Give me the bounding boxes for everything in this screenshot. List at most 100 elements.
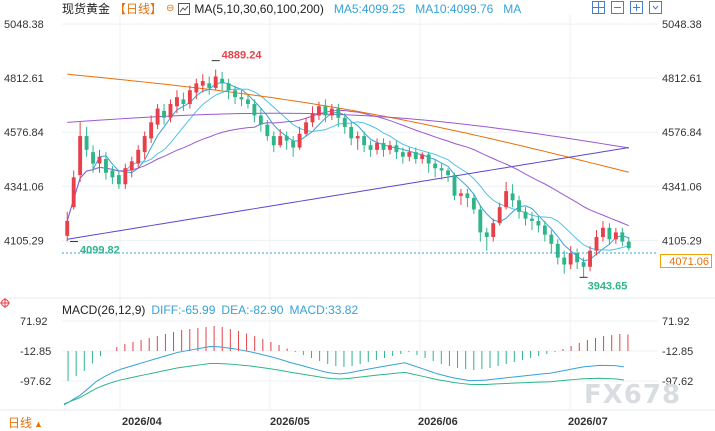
candle-body	[110, 170, 115, 178]
candle-body	[116, 175, 121, 185]
candle-body	[407, 152, 412, 157]
date-axis: 2026/04 2026/05 2026/06 2026/07	[122, 416, 608, 428]
candle-body	[568, 253, 573, 265]
candle-body	[207, 83, 212, 88]
candle-body	[375, 142, 379, 150]
bottom-period-selector[interactable]: 日线 ▲	[8, 414, 43, 431]
candle-body	[362, 136, 367, 146]
candle-body	[510, 193, 515, 201]
candle-body	[394, 145, 399, 153]
collapse-icon[interactable]	[649, 1, 662, 14]
candle-body	[420, 154, 425, 160]
last-price-tag: 4071.06	[660, 254, 712, 268]
ma60-line	[67, 112, 629, 149]
candle-body	[129, 161, 134, 171]
candle-body	[323, 106, 328, 116]
candle-body	[123, 168, 128, 185]
candle-body	[588, 250, 592, 267]
zoom-out-icon[interactable]	[611, 1, 624, 14]
candle-body	[562, 257, 567, 265]
zoom-in-icon[interactable]	[630, 1, 643, 14]
candle-body	[601, 227, 605, 237]
candle-body	[433, 163, 438, 169]
price-tick-label: 4812.61	[662, 73, 702, 85]
macd-tick-label-left: 71.92	[20, 316, 48, 328]
candle-body	[78, 136, 83, 176]
indicator-chart-icon[interactable]	[178, 3, 191, 15]
period-selector[interactable]: 【日线】	[114, 2, 163, 16]
price-tick-label: 4576.84	[662, 127, 702, 139]
caret-down-icon: ▲	[34, 419, 43, 429]
candle-body	[291, 140, 296, 148]
candle-body	[368, 145, 373, 150]
date-tick-label: 2026/06	[418, 416, 458, 428]
crosshair-icon[interactable]	[0, 298, 10, 308]
candle-body	[149, 122, 154, 139]
price-annotations: 4889.24 3943.65 4099.82	[70, 50, 628, 292]
settings-circle-icon[interactable]: ⊖	[166, 3, 175, 14]
macd-tick-label: -97.62	[662, 376, 693, 388]
price-tick-label-left: 5048.38	[4, 19, 44, 31]
bottom-period-label: 日线	[8, 416, 33, 430]
price-tick-label: 4105.29	[662, 235, 702, 247]
ma100-line	[67, 73, 629, 173]
macd-tick-label-left: -12.85	[20, 346, 51, 358]
candle-body	[381, 142, 386, 150]
candle-body	[439, 168, 444, 171]
grid-icon[interactable]	[592, 1, 605, 14]
candle-body	[278, 136, 283, 146]
chart-toolbar	[592, 1, 662, 14]
price-axis: 5048.38 5048.38 4812.61 4812.61 4576.84 4576.…	[4, 19, 702, 247]
candle-body	[523, 211, 528, 219]
ma20-value: MA	[503, 2, 522, 16]
price-tick-label-left: 4576.84	[4, 127, 44, 139]
candle-body	[329, 108, 334, 116]
candle-body	[252, 103, 257, 116]
low-annotation: 3943.65	[588, 280, 628, 292]
candle-body	[349, 126, 354, 139]
candle-body	[142, 136, 147, 153]
moving-average-lines	[66, 73, 629, 262]
price-tick-label: 4341.06	[662, 181, 702, 193]
candle-body	[459, 193, 463, 196]
ma-parameters[interactable]: MA(5,10,30,60,100,200)	[194, 2, 324, 16]
macd-parameters[interactable]: MACD(26,12,9)	[62, 303, 146, 317]
candle-body	[607, 227, 612, 240]
macd-tick-label: 71.92	[662, 316, 690, 328]
candle-body	[181, 99, 186, 104]
candle-body	[265, 124, 270, 137]
watermark-logo: FX678	[584, 380, 682, 410]
candle-body	[491, 223, 496, 237]
macd-dea-value: DEA:-82.90	[221, 303, 284, 317]
candle-body	[284, 136, 289, 141]
ma200-line	[67, 147, 629, 240]
candle-body	[536, 220, 541, 226]
candle-body	[594, 236, 599, 251]
candle-body	[220, 78, 225, 84]
ma5-line	[66, 81, 629, 262]
chart-header: 现货黄金 【日线】 ⊖ MA(5,10,30,60,100,200) MA5:4…	[62, 1, 521, 17]
macd-header: MACD(26,12,9) DIFF:-65.99 DEA:-82.90 MAC…	[62, 303, 358, 317]
ma10-value: MA10:4099.76	[415, 2, 494, 16]
candle-body	[471, 197, 476, 210]
candle-body	[297, 133, 302, 148]
candle-body	[162, 110, 166, 118]
candle-body	[555, 243, 560, 258]
candle-body	[246, 99, 250, 104]
candle-body	[504, 191, 509, 208]
candle-body	[136, 149, 141, 164]
date-tick-label: 2026/07	[568, 416, 608, 428]
macd-tick-label: -12.85	[662, 346, 693, 358]
candle-body	[388, 145, 392, 150]
macd-panel	[63, 326, 629, 406]
price-tick-label: 5048.38	[662, 19, 702, 31]
date-tick-label: 2026/04	[122, 416, 163, 428]
candle-body	[271, 136, 276, 146]
candle-body	[310, 113, 315, 123]
candle-body	[452, 175, 457, 196]
candle-body	[355, 136, 360, 139]
candle-body	[187, 90, 192, 104]
candlestick-series	[65, 69, 631, 278]
macd-diff-line	[63, 346, 624, 406]
